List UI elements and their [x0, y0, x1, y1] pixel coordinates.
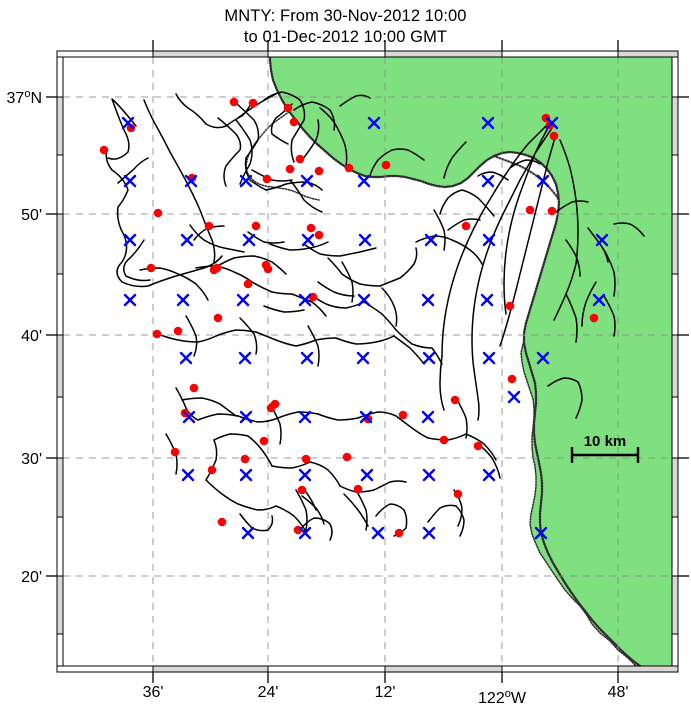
y-tick-50: 50': [21, 207, 42, 224]
x-tick-12: 12': [375, 684, 396, 701]
y-tick-37N-value: 37: [7, 90, 25, 107]
coastline-outline: [268, 57, 642, 666]
x-tick-36: 36': [143, 684, 164, 701]
y-tick-37N-hemi: N: [30, 90, 42, 107]
trajectory-lines: [105, 91, 645, 541]
x-tick-122W-hemi: W: [511, 690, 527, 707]
y-tick-30: 30': [21, 451, 42, 468]
y-axis-labels: 37oN 50' 40' 30' 20': [7, 88, 42, 586]
scale-bar: 10 km: [570, 433, 640, 463]
grid-lines: [63, 57, 672, 666]
y-tick-20: 20': [21, 569, 42, 586]
title-line-1: MNTY: From 30-Nov-2012 10:00: [224, 7, 467, 25]
x-tick-122W-value: 122: [478, 690, 505, 707]
y-tick-37N: 37oN: [7, 88, 42, 107]
land-mass: [270, 57, 672, 666]
x-axis-labels: 36' 24' 12' 122oW 48': [143, 684, 629, 707]
x-tick-122W: 122oW: [478, 688, 527, 707]
x-tick-24: 24': [258, 684, 279, 701]
degree-symbol: o: [24, 88, 30, 100]
x-tick-48: 48': [608, 684, 629, 701]
scale-bar-label: 10 km: [584, 433, 627, 450]
axis-frame: [46, 40, 689, 683]
figure-title: MNTY: From 30-Nov-2012 10:00 to 01-Dec-2…: [0, 6, 691, 48]
trajectory-start-markers: [99, 97, 599, 538]
trajectory-end-markers: [121, 116, 609, 540]
title-line-2: to 01-Dec-2012 10:00 GMT: [243, 28, 448, 46]
degree-symbol: o: [505, 688, 511, 700]
y-tick-40: 40': [21, 328, 42, 345]
